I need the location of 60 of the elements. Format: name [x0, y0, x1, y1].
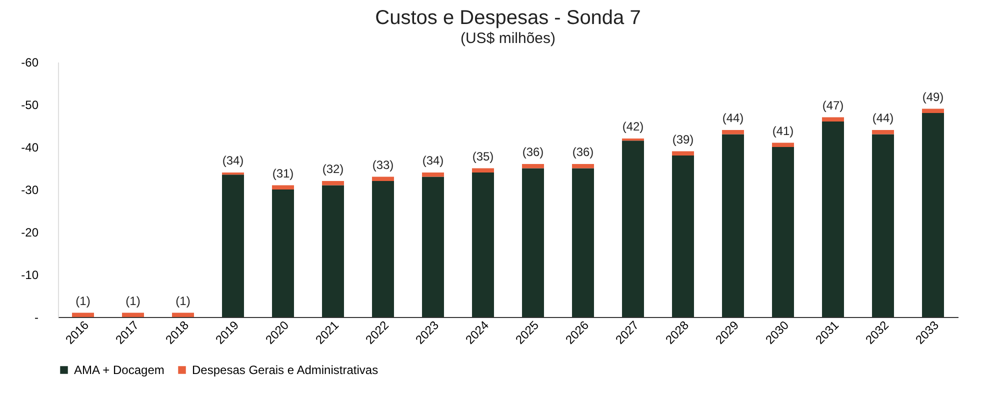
total-label: (44)	[872, 111, 894, 125]
total-label: (49)	[922, 90, 944, 104]
bar	[422, 176, 444, 317]
bar	[422, 172, 444, 177]
bar	[472, 172, 494, 317]
bar	[922, 113, 944, 317]
total-label: (34)	[422, 154, 444, 168]
total-label: (39)	[672, 132, 694, 146]
y-tick-label: -10	[21, 268, 39, 282]
total-label: (42)	[622, 120, 644, 134]
total-label: (41)	[772, 124, 794, 138]
bar	[622, 140, 644, 317]
bar	[322, 181, 344, 186]
total-label: (1)	[176, 294, 190, 308]
total-label: (33)	[372, 158, 394, 172]
y-tick-label: -40	[21, 140, 39, 154]
total-label: (32)	[322, 162, 344, 176]
bar	[572, 168, 594, 317]
bar	[122, 312, 144, 317]
bar	[822, 117, 844, 122]
y-tick-label: -50	[21, 98, 39, 112]
total-label: (44)	[722, 111, 744, 125]
y-tick-label: -30	[21, 183, 39, 197]
bar	[572, 164, 594, 168]
bar	[872, 130, 894, 134]
bar	[72, 312, 94, 317]
bar	[672, 156, 694, 317]
legend-label: Despesas Gerais e Administrativas	[192, 363, 378, 377]
bar	[272, 185, 294, 190]
bar	[822, 122, 844, 317]
bar	[922, 108, 944, 113]
total-label: (35)	[472, 149, 494, 164]
bar	[372, 176, 394, 181]
bar	[272, 190, 294, 317]
bar	[522, 164, 544, 168]
y-tick-label: -60	[21, 56, 39, 70]
total-label: (36)	[572, 145, 594, 159]
bar	[722, 130, 744, 134]
chart-title: Custos e Despesas - Sonda 7	[375, 7, 641, 29]
legend-label: AMA + Docagem	[74, 363, 164, 377]
bar	[772, 142, 794, 147]
total-label: (31)	[272, 166, 294, 180]
total-label: (1)	[126, 294, 140, 308]
y-tick-label: -20	[21, 226, 39, 240]
total-label: (47)	[822, 98, 844, 112]
total-label: (1)	[76, 294, 90, 308]
bar	[222, 174, 244, 317]
bar	[522, 168, 544, 317]
bar	[322, 185, 344, 317]
total-label: (34)	[222, 154, 244, 168]
bar	[772, 147, 794, 317]
bar	[472, 168, 494, 172]
bar	[172, 312, 194, 317]
bar	[722, 134, 744, 317]
bar	[872, 134, 894, 317]
bar	[672, 151, 694, 156]
y-tick-label: -	[34, 310, 38, 324]
total-label: (36)	[522, 145, 544, 159]
chart-subtitle: (US$ milhões)	[460, 30, 556, 47]
bar	[372, 181, 394, 317]
